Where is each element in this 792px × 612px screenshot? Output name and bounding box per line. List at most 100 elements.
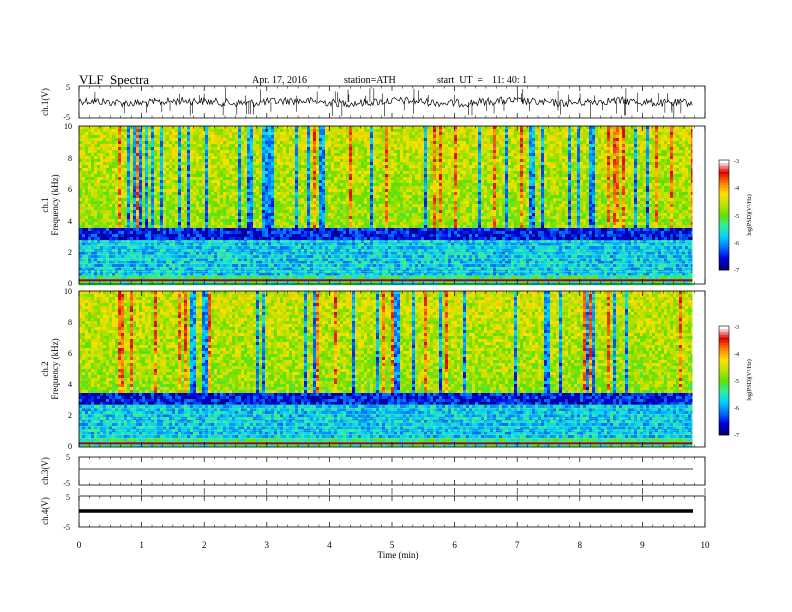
spectrogram-cell [184, 156, 188, 160]
spectrogram-cell [133, 228, 137, 232]
spectrogram-cell [103, 177, 107, 181]
spectrogram-cell [211, 195, 215, 199]
spectrogram-cell [226, 237, 230, 241]
spectrogram-cell [232, 213, 236, 217]
spectrogram-cell [112, 195, 116, 199]
spectrogram-cell [313, 195, 317, 199]
spectrogram-cell [154, 174, 158, 178]
spectrogram-cell [250, 183, 254, 187]
spectrogram-cell [160, 207, 164, 211]
spectrogram-cell [247, 252, 251, 256]
spectrogram-cell [244, 165, 248, 169]
spectrogram-cell [319, 168, 323, 172]
spectrogram-cell [298, 141, 302, 145]
spectrogram-cell [181, 228, 185, 232]
spectrogram-cell [241, 231, 245, 235]
spectrogram-cell [208, 243, 212, 247]
spectrogram-cell [175, 162, 179, 166]
spectrogram-cell [298, 207, 302, 211]
spectrogram-cell [130, 189, 134, 193]
spectrogram-cell [244, 150, 248, 154]
spectrogram-cell [343, 183, 347, 187]
spectrogram-cell [232, 201, 236, 205]
spectrogram-cell [292, 243, 296, 247]
spectrogram-cell [172, 225, 176, 229]
spectrogram-cell [301, 132, 305, 136]
spectrogram-cell [271, 141, 275, 145]
spectrogram-cell [307, 225, 311, 229]
spectrogram-cell [79, 207, 83, 211]
spectrogram-cell [226, 225, 230, 229]
spectrogram-cell [265, 225, 269, 229]
spectrogram-cell [127, 141, 131, 145]
spectrogram-cell [325, 144, 329, 148]
spectrogram-cell [316, 207, 320, 211]
spectrogram-cell [154, 219, 158, 223]
spectrogram-cell [166, 240, 170, 244]
spectrogram-cell [256, 201, 260, 205]
spectrogram-cell [151, 234, 155, 238]
spectrogram-cell [187, 225, 191, 229]
spectrogram-cell [178, 258, 182, 262]
spectrogram-cell [79, 273, 83, 277]
spectrogram-cell [211, 210, 215, 214]
spectrogram-cell [190, 192, 194, 196]
spectrogram-cell [325, 219, 329, 223]
spectrogram-cell [247, 180, 251, 184]
spectrogram-cell [163, 186, 167, 190]
spectrogram-cell [229, 177, 233, 181]
spectrogram-cell [88, 147, 92, 151]
spectrogram-cell [319, 252, 323, 256]
spectrogram-cell [346, 231, 350, 235]
spectrogram-cell [208, 237, 212, 241]
spectrogram-cell [91, 231, 95, 235]
spectrogram-cell [106, 267, 110, 271]
spectrogram-cell [313, 198, 317, 202]
spectrogram-cell [118, 213, 122, 217]
spectrogram-cell [193, 156, 197, 160]
spectrogram-cell [124, 240, 128, 244]
spectrogram-cell [85, 138, 89, 142]
spectrogram-cell [136, 183, 140, 187]
spectrogram-cell [262, 129, 266, 133]
spectrogram-cell [184, 240, 188, 244]
spectrogram-cell [130, 243, 134, 247]
spectrogram-cell [349, 126, 353, 130]
spectrogram-cell [202, 132, 206, 136]
spectrogram-cell [316, 189, 320, 193]
spectrogram-cell [124, 243, 128, 247]
spectrogram-cell [250, 219, 254, 223]
spectrogram-cell [289, 129, 293, 133]
spectrogram-cell [301, 216, 305, 220]
spectrogram-cell [316, 177, 320, 181]
spectrogram-cell [187, 162, 191, 166]
spectrogram-cell [175, 141, 179, 145]
spectrogram-cell [301, 186, 305, 190]
spectrogram-cell [346, 216, 350, 220]
spectrogram-cell [124, 171, 128, 175]
spectrogram-cell [115, 183, 119, 187]
spectrogram-cell [94, 246, 98, 250]
spectrogram-cell [166, 246, 170, 250]
spectrogram-cell [214, 135, 218, 139]
spectrogram-cell [202, 150, 206, 154]
spectrogram-cell [100, 174, 104, 178]
spectrogram-cell [271, 264, 275, 268]
spectrogram-cell [184, 192, 188, 196]
spectrogram-cell [268, 225, 272, 229]
spectrogram-cell [355, 222, 359, 226]
spectrogram-cell [193, 219, 197, 223]
spectrogram-cell [331, 276, 335, 280]
spectrogram-cell [82, 159, 86, 163]
spectrogram-cell [154, 162, 158, 166]
spectrogram-cell [250, 153, 254, 157]
spectrogram-cell [136, 243, 140, 247]
spectrogram-cell [193, 261, 197, 265]
spectrogram-cell [232, 162, 236, 166]
spectrogram-cell [274, 183, 278, 187]
spectrogram-cell [286, 237, 290, 241]
spectrogram-cell [88, 243, 92, 247]
spectrogram-cell [199, 240, 203, 244]
spectrogram-cell [181, 126, 185, 130]
spectrogram-cell [352, 156, 356, 160]
